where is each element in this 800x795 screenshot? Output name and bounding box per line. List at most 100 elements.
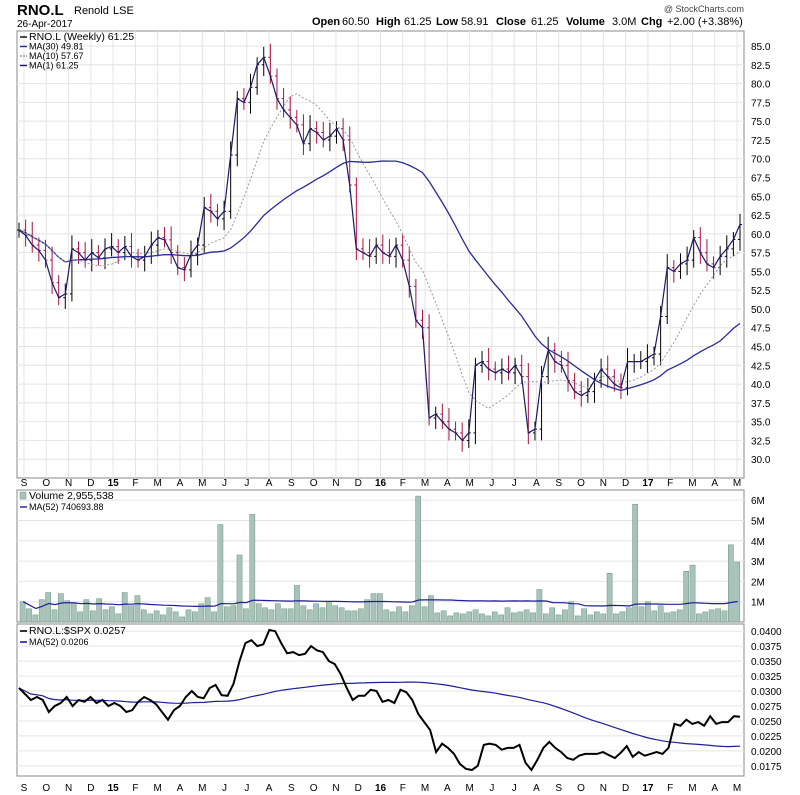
volume-tick-label: 5M: [751, 516, 765, 527]
volume-bar: [721, 610, 728, 623]
price-tick-label: 45.0: [751, 343, 771, 354]
x-tick-label: M: [198, 478, 206, 489]
volume-bar: [562, 609, 568, 623]
volume-bar: [58, 593, 64, 623]
price-tick-label: 55.0: [751, 267, 771, 278]
x-tick-label: S: [288, 783, 295, 794]
volume-ma-line: [22, 599, 738, 610]
volume-bar: [223, 606, 230, 623]
volume-bar: [109, 606, 115, 623]
volume-bar: [166, 607, 173, 623]
volume-bar: [523, 609, 530, 623]
volume-bar: [115, 613, 122, 623]
ratio-line: [18, 628, 741, 772]
x-tick-label: F: [132, 478, 138, 489]
volume-bar: [453, 612, 460, 623]
ratio-legend-entry: RNO.L:$SPX 0.0257: [29, 625, 126, 637]
volume-bar: [670, 611, 677, 623]
x-tick-label: 16: [375, 783, 387, 794]
volume-bar: [491, 611, 498, 623]
volume-bar: [192, 611, 198, 623]
volume-bar: [326, 601, 332, 623]
volume-bar: [274, 603, 281, 623]
volume-bar: [645, 601, 651, 623]
volume-bar: [96, 598, 102, 623]
price-tick-label: 47.5: [751, 324, 771, 335]
volume-bar: [26, 608, 32, 623]
x-tick-label: A: [266, 783, 273, 794]
volume-bar: [357, 608, 364, 623]
volume-bar: [319, 607, 326, 623]
x-tick-label: J: [489, 478, 494, 489]
low-value: 58.91: [461, 16, 489, 28]
volume-bar: [185, 609, 192, 623]
volume-bar: [460, 613, 466, 623]
volume-bar: [383, 609, 390, 623]
x-tick-label: F: [667, 783, 673, 794]
price-tick-label: 42.5: [751, 361, 771, 372]
volume-bar: [364, 599, 370, 623]
x-tick-label: A: [444, 478, 451, 489]
volume-bar: [147, 613, 154, 623]
x-tick-label: 15: [108, 478, 120, 489]
x-tick-label: O: [310, 478, 318, 489]
volume-bar: [581, 608, 587, 623]
volume-bar: [345, 610, 351, 623]
x-tick-label: S: [288, 478, 295, 489]
price-tick-label: 77.5: [751, 98, 771, 109]
x-tick-label: A: [177, 783, 184, 794]
volume-bar: [485, 615, 492, 623]
volume-bar: [51, 609, 58, 623]
volume-bar: [613, 613, 619, 623]
price-legend-entry: MA(10) 57.67: [29, 51, 84, 61]
x-tick-label: N: [65, 478, 72, 489]
volume-bar: [396, 606, 402, 623]
volume-bar: [625, 607, 632, 623]
x-tick-label: F: [667, 478, 673, 489]
volume-bar: [281, 608, 288, 623]
volume-bar: [555, 614, 562, 623]
volume-label: Volume: [566, 16, 605, 28]
price-tick-label: 32.5: [751, 436, 771, 447]
x-tick-label: D: [355, 478, 362, 489]
symbol-title: RNO.L: [17, 2, 64, 19]
price-tick-label: 30.0: [751, 455, 771, 466]
volume-bar: [702, 611, 709, 623]
x-tick-label: M: [421, 783, 429, 794]
high-value: 61.25: [404, 16, 432, 28]
ratio-tick-label: 0.0300: [751, 687, 782, 698]
volume-bar: [638, 606, 645, 623]
x-tick-label: A: [177, 478, 184, 489]
company-name: Renold: [74, 5, 109, 17]
volume-bar: [140, 609, 147, 623]
volume-tick-label: 4M: [751, 537, 765, 548]
volume-bar: [83, 599, 90, 623]
volume-bar: [466, 611, 473, 623]
volume-bar: [70, 603, 77, 623]
volume-bar: [338, 607, 345, 623]
chg-value: +2.00 (+3.38%): [667, 16, 743, 28]
x-tick-label: N: [600, 478, 607, 489]
volume-bar: [217, 524, 224, 623]
x-tick-label: A: [266, 478, 273, 489]
volume-bar: [517, 611, 524, 623]
volume-tick-label: 2M: [751, 577, 765, 588]
x-tick-label: A: [711, 783, 718, 794]
x-tick-label: F: [400, 478, 406, 489]
volume-bar: [696, 613, 702, 623]
volume-bar: [102, 609, 109, 623]
volume-bar: [498, 614, 504, 623]
volume-bar: [683, 570, 690, 623]
volume-legend-entry: MA(52) 740693.88: [29, 502, 104, 512]
volume-bar: [287, 608, 294, 623]
ratio-tick-label: 0.0375: [751, 642, 782, 653]
ratio-tick-label: 0.0275: [751, 702, 782, 713]
volume-bar: [530, 612, 536, 623]
x-tick-label: M: [154, 478, 162, 489]
price-tick-label: 40.0: [751, 380, 771, 391]
volume-bar: [600, 613, 607, 623]
price-tick-label: 37.5: [751, 399, 771, 410]
x-tick-label: F: [400, 783, 406, 794]
